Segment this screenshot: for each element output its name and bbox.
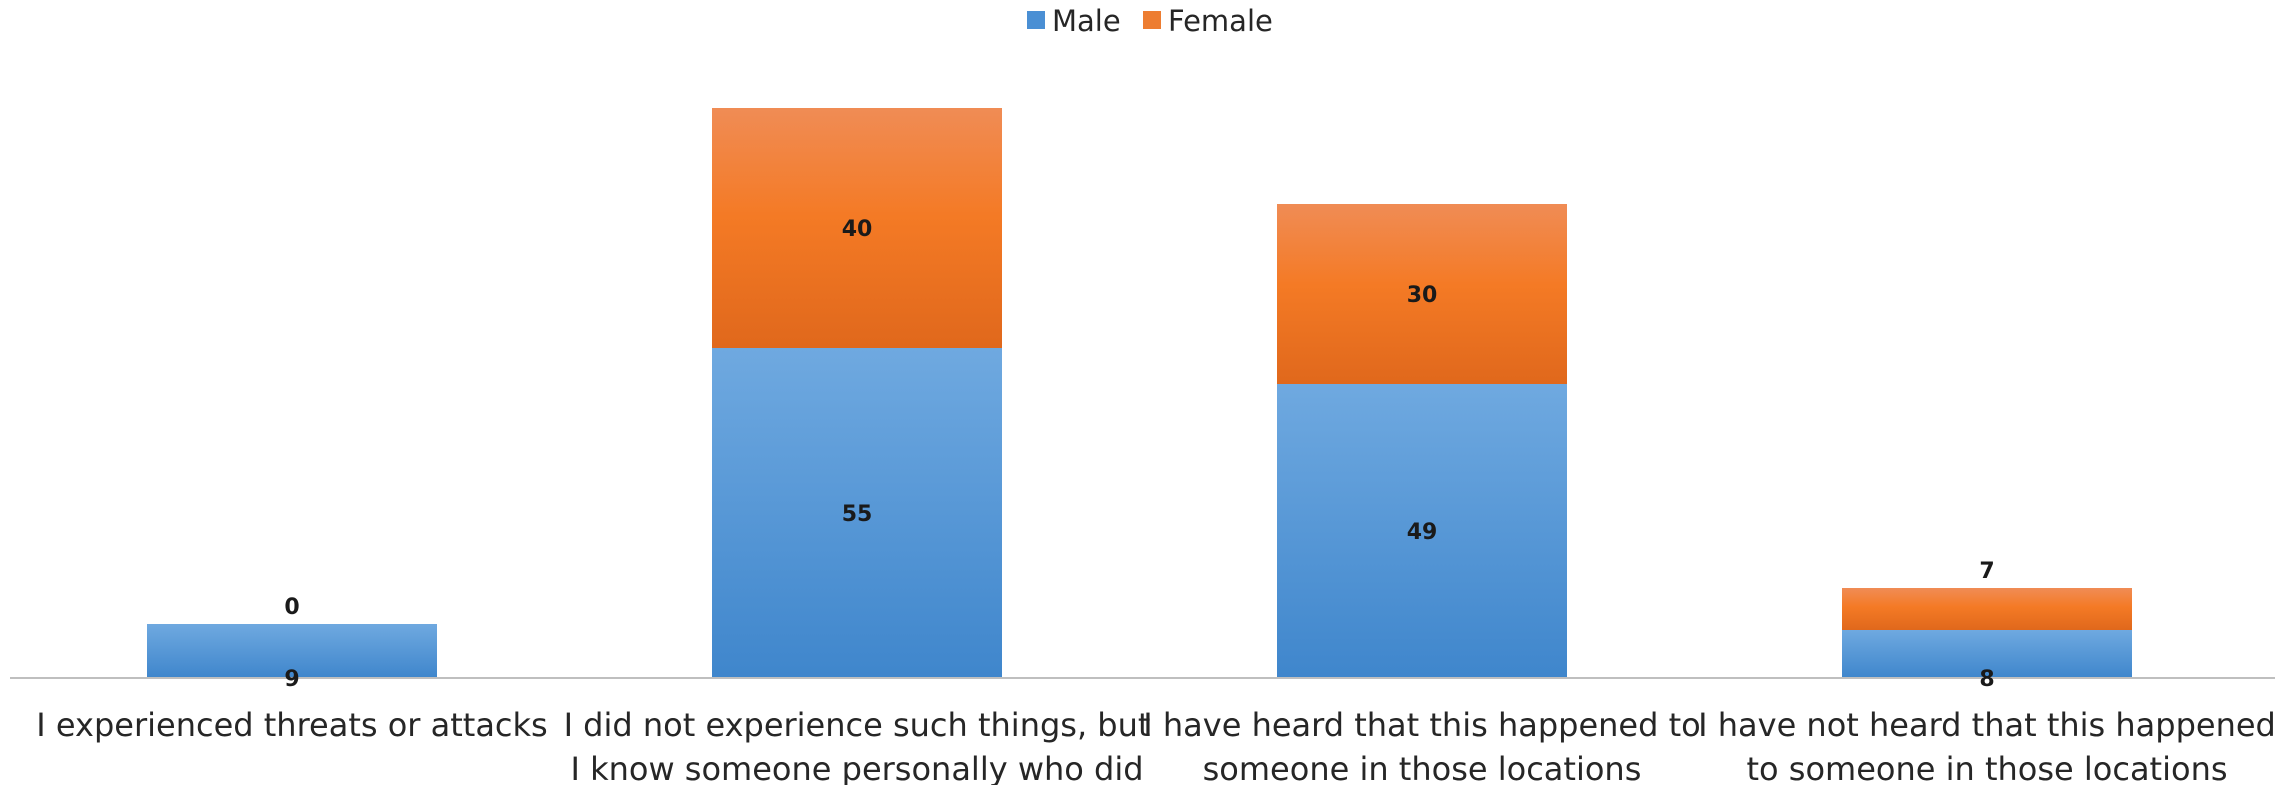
data-label-male-4: 8	[1979, 667, 1994, 692]
bar-male-4	[1842, 630, 2132, 678]
bar-male-1	[147, 624, 437, 678]
bar-female-3	[1277, 204, 1567, 384]
data-label-female-1: 0	[284, 595, 299, 620]
legend-label-male: Male	[1052, 4, 1121, 38]
data-labels: 9 0 55 40 49 30 8 7	[284, 217, 1994, 692]
category-label-3: someone in those locations	[1203, 750, 1642, 785]
data-label-male-3: 49	[1407, 520, 1438, 545]
bar-female-2	[712, 108, 1002, 348]
category-label-3: I have heard that this happened to	[1143, 706, 1700, 744]
category-label-1: I experienced threats or attacks	[36, 706, 547, 744]
category-labels: I experienced threats or attacks I did no…	[36, 706, 2276, 785]
bar-male-2	[712, 348, 1002, 678]
category-label-2: I did not experience such things, but	[564, 706, 1151, 744]
legend-swatch-female	[1143, 11, 1161, 29]
bar-male-3	[1277, 384, 1567, 678]
category-label-4: to someone in those locations	[1746, 750, 2227, 785]
data-label-male-2: 55	[842, 502, 873, 527]
data-label-female-4: 7	[1979, 559, 1994, 584]
legend: Male Female	[1027, 4, 1273, 38]
legend-label-female: Female	[1168, 4, 1273, 38]
data-label-female-2: 40	[842, 217, 873, 242]
category-label-4: I have not heard that this happened	[1698, 706, 2276, 744]
bars	[147, 108, 2132, 678]
data-label-female-3: 30	[1407, 283, 1438, 308]
data-label-male-1: 9	[284, 667, 299, 692]
bar-female-4	[1842, 588, 2132, 630]
legend-swatch-male	[1027, 11, 1045, 29]
category-label-2: I know someone personally who did	[570, 750, 1143, 785]
